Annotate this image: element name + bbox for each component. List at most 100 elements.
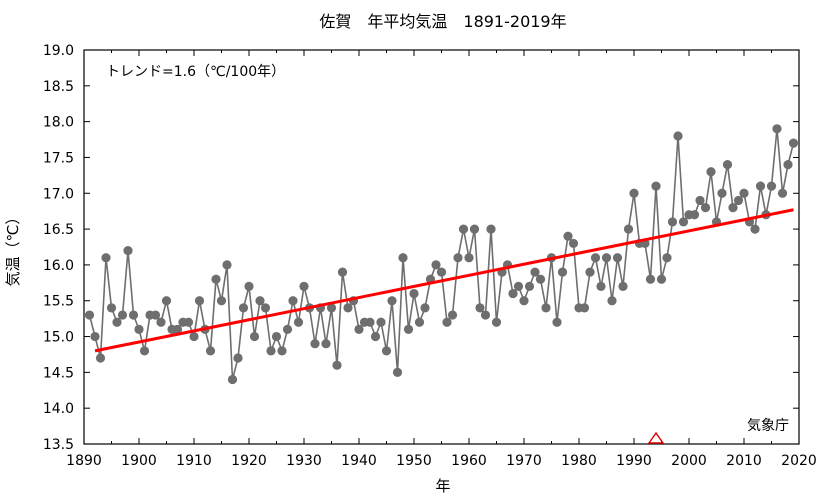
temperature-point [519, 296, 529, 306]
temperature-point [216, 296, 227, 306]
temperature-point [783, 160, 793, 170]
temperature-point [480, 310, 491, 320]
temperature-point [541, 303, 551, 313]
temperature-point [475, 303, 485, 313]
temperature-point [332, 360, 342, 370]
y-tick-label: 15.0 [43, 330, 74, 346]
temperature-point [128, 310, 139, 320]
y-tick-label: 17.5 [43, 150, 74, 166]
temperature-point [563, 231, 573, 241]
temperature-point [447, 310, 458, 320]
y-axis-label: 気温（℃） [4, 210, 22, 287]
temperature-point [326, 303, 337, 313]
temperature-point [530, 267, 540, 277]
temperature-point [722, 160, 733, 170]
y-tick-label: 18.5 [43, 79, 74, 95]
temperature-point [414, 317, 425, 327]
temperature-point [321, 339, 331, 349]
x-tick-label: 1910 [176, 453, 212, 469]
temperature-point [354, 324, 364, 334]
x-tick-label: 1980 [561, 453, 597, 469]
temperature-point [700, 203, 711, 213]
temperature-point [585, 267, 595, 277]
temperature-point [90, 331, 100, 342]
x-axis-label: 年 [435, 477, 450, 495]
temperature-point [266, 346, 276, 356]
temperature-point [205, 346, 216, 356]
x-tick-label: 1890 [66, 453, 102, 469]
y-tick-label: 18.0 [43, 115, 74, 131]
y-tick-label: 14.0 [43, 401, 74, 417]
temperature-point [436, 267, 447, 277]
temperature-point [409, 288, 419, 299]
temperature-point [150, 310, 161, 320]
temperature-point [117, 310, 128, 320]
temperature-point [557, 267, 568, 277]
temperature-point [392, 367, 403, 377]
station-change-marker [647, 431, 665, 444]
temperature-point [194, 296, 205, 306]
temperature-line [88, 128, 795, 380]
temperature-point [156, 317, 166, 327]
temperature-point [112, 317, 122, 327]
temperature-point [772, 124, 782, 134]
plot-frame [83, 49, 800, 445]
temperature-point [442, 317, 452, 327]
trend-annotation: トレンド=1.6（℃/100年） [106, 64, 285, 80]
y-tick-label: 13.5 [43, 437, 74, 453]
temperature-point [172, 324, 183, 334]
x-tick-label: 2010 [726, 453, 762, 469]
x-tick-label: 1940 [341, 453, 377, 469]
temperature-point [249, 331, 260, 342]
temperature-point [651, 181, 661, 191]
x-tick-label: 1970 [506, 453, 542, 469]
temperature-point [717, 188, 727, 198]
temperature-point [601, 253, 612, 263]
temperature-point [656, 274, 667, 284]
temperature-point [277, 346, 287, 356]
temperature-point [552, 317, 562, 327]
temperature-point [469, 224, 480, 234]
temperature-point [607, 296, 617, 306]
x-tick-label: 1990 [616, 453, 652, 469]
y-axis: 13.5 14.0 14.5 15.0 15.5 16.0 16.5 17.0 17.5 18.0… [43, 43, 799, 453]
temperature-point [376, 317, 386, 327]
temperature-point [508, 288, 518, 299]
temperature-point [458, 224, 469, 234]
temperature-point [365, 317, 375, 327]
temperature-point [755, 181, 766, 191]
temperature-point [689, 210, 700, 220]
temperature-point [678, 217, 689, 227]
temperature-point [101, 253, 111, 263]
x-tick-label: 1900 [121, 453, 157, 469]
series-layer [84, 124, 799, 444]
temperature-point [766, 181, 777, 191]
temperature-point [222, 260, 232, 270]
y-tick-label: 19.0 [43, 43, 74, 59]
temperature-point [568, 238, 579, 249]
trend-line [94, 208, 794, 353]
temperature-point [579, 303, 590, 313]
x-tick-label: 1920 [231, 453, 267, 469]
temperature-point [788, 138, 799, 148]
temperature-point [139, 346, 150, 356]
temperature-point [623, 224, 634, 234]
temperature-point [491, 317, 502, 327]
temperature-point [728, 203, 738, 213]
temperature-point [612, 253, 623, 263]
temperature-point [227, 374, 238, 385]
temperature-point [431, 260, 441, 270]
temperature-point [255, 296, 265, 306]
y-tick-label: 15.5 [43, 294, 74, 310]
temperature-point [645, 274, 656, 284]
y-tick-label: 16.0 [43, 258, 74, 274]
temperature-point [271, 331, 282, 342]
temperature-point [750, 224, 760, 234]
temperature-point [123, 245, 133, 256]
x-tick-label: 1930 [286, 453, 322, 469]
x-tick-label: 2000 [671, 453, 707, 469]
temperature-point [590, 253, 601, 263]
temperature-point [618, 281, 628, 291]
temperature-point [596, 281, 606, 291]
